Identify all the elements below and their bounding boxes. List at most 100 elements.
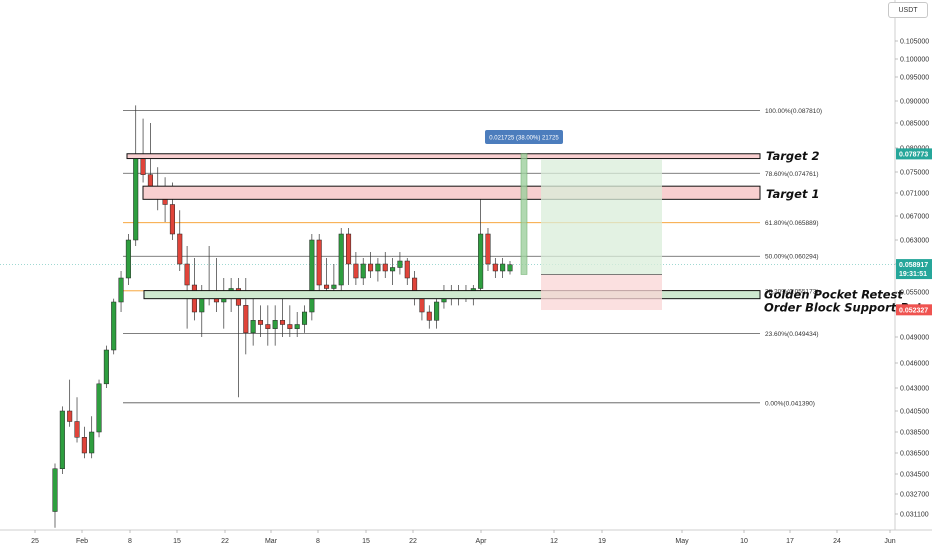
candle-body xyxy=(272,320,278,329)
x-tick-label: 8 xyxy=(128,538,132,545)
candle xyxy=(492,258,498,278)
order-block-label: Order Block Support Retest xyxy=(764,301,932,315)
candle xyxy=(118,271,124,312)
y-tick-label: 0.036500 xyxy=(900,451,929,458)
y-tick-label: 0.046000 xyxy=(900,361,929,368)
candle-body xyxy=(500,263,506,272)
candle-body xyxy=(353,263,359,279)
x-tick-label: 24 xyxy=(833,538,841,545)
candle-body xyxy=(397,260,403,268)
y-tick-label: 0.032700 xyxy=(900,492,929,499)
x-tick-label: 12 xyxy=(550,538,558,545)
x-tick-label: 22 xyxy=(221,538,229,545)
candle-body xyxy=(287,324,293,329)
x-tick-label: 25 xyxy=(31,538,39,545)
candle-body xyxy=(169,204,175,235)
candle xyxy=(213,258,219,312)
y-tick-label: 0.049000 xyxy=(900,335,929,342)
candle xyxy=(287,305,293,337)
position-profit-area xyxy=(541,159,662,275)
target-1-label: Target 1 xyxy=(766,187,819,201)
y-tick-label: 0.085000 xyxy=(900,121,929,128)
candle-body xyxy=(125,239,131,279)
support-zone xyxy=(143,290,761,300)
candle xyxy=(221,278,227,329)
x-tick-label: Jun xyxy=(884,538,895,545)
candle-body xyxy=(309,239,315,313)
y-tick-label: 0.055000 xyxy=(900,290,929,297)
candle-body xyxy=(257,320,264,325)
x-tick-label: Feb xyxy=(76,538,88,545)
golden-pocket-label: Golden Pocket Retest xyxy=(764,288,903,302)
y-tick-label: 0.043000 xyxy=(900,386,929,393)
candle-body xyxy=(103,349,109,385)
fib-level-label: 23.60%(0.049434) xyxy=(765,331,819,338)
candle xyxy=(360,258,366,285)
candle-body xyxy=(133,157,139,241)
candle-body xyxy=(118,277,124,303)
candle xyxy=(272,305,278,346)
y-tick-label: 0.105000 xyxy=(900,39,929,46)
candle xyxy=(250,298,256,346)
target-2-zone xyxy=(126,153,761,160)
y-tick-label: 0.071000 xyxy=(900,191,929,198)
y-tick-label: 0.031100 xyxy=(900,512,929,519)
candle xyxy=(243,278,249,355)
price-tag-text: 0.078773 xyxy=(899,151,928,158)
candle xyxy=(309,234,315,321)
candle-body xyxy=(81,437,87,454)
candle-body xyxy=(59,410,65,469)
candle-body xyxy=(375,263,381,272)
candle-body xyxy=(382,263,388,272)
candle-body xyxy=(89,431,95,454)
candle-body xyxy=(52,468,58,512)
candle-body xyxy=(140,157,146,175)
x-tick-label: Mar xyxy=(265,538,278,545)
fib-level-label: 50.00%(0.060294) xyxy=(765,254,819,261)
candle-body xyxy=(507,264,513,272)
candle-body xyxy=(177,233,183,265)
candle xyxy=(191,258,197,321)
currency-button[interactable]: USDT xyxy=(888,2,928,18)
candle xyxy=(412,271,418,306)
candle xyxy=(507,261,513,275)
y-tick-label: 0.075000 xyxy=(900,170,929,177)
candle xyxy=(375,258,381,282)
candle xyxy=(81,426,87,459)
fib-level-label: 100.00%(0.087810) xyxy=(765,108,822,115)
x-tick-label: 8 xyxy=(316,538,320,545)
candle-body xyxy=(346,233,352,265)
candle xyxy=(390,258,396,285)
candle xyxy=(426,305,432,329)
candle xyxy=(353,252,359,285)
candle xyxy=(74,397,80,443)
price-tag xyxy=(896,304,932,316)
candle-body xyxy=(404,260,410,279)
y-tick-label: 0.063000 xyxy=(900,238,929,245)
candle-body xyxy=(368,263,374,272)
y-tick-label: 0.067000 xyxy=(900,214,929,221)
x-tick-label: 15 xyxy=(173,538,181,545)
candle xyxy=(404,258,410,285)
candle-body xyxy=(492,263,498,272)
y-tick-label: 0.090000 xyxy=(900,99,929,106)
candle-body xyxy=(419,298,425,313)
candle-body xyxy=(96,383,102,433)
candle xyxy=(478,198,484,299)
x-tick-label: 22 xyxy=(409,538,417,545)
target-2-label: Target 2 xyxy=(766,149,819,163)
y-tick-label: 0.034500 xyxy=(900,472,929,479)
price-tag-text: 0.052327 xyxy=(899,307,928,314)
candle-body xyxy=(360,263,366,279)
price-tag xyxy=(896,259,932,280)
candle-body xyxy=(279,320,286,325)
candle xyxy=(397,252,403,275)
candle xyxy=(133,105,139,246)
fib-level-label: 0.00%(0.041390) xyxy=(765,400,815,407)
candle xyxy=(346,228,352,285)
candle xyxy=(59,406,65,474)
candle-body xyxy=(184,263,190,286)
candle-body xyxy=(316,239,322,286)
y-tick-label: 0.095000 xyxy=(900,75,929,82)
